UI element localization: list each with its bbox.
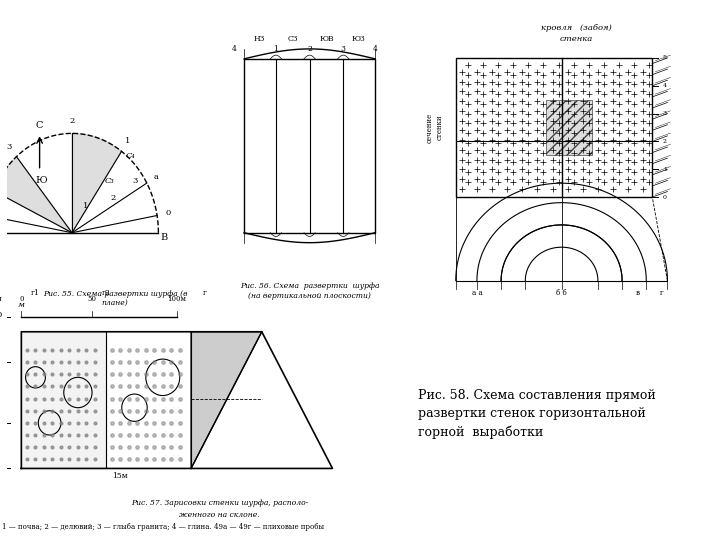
Text: женного на склоне.: женного на склоне. bbox=[179, 511, 260, 519]
Text: в: в bbox=[635, 288, 639, 296]
Text: 1: 1 bbox=[125, 137, 130, 145]
Text: 0: 0 bbox=[19, 295, 24, 303]
Text: ЮЗ: ЮЗ bbox=[351, 36, 365, 44]
Text: a: a bbox=[154, 173, 158, 181]
Text: б б: б б bbox=[557, 288, 567, 296]
Text: 50: 50 bbox=[88, 295, 96, 303]
Text: 1: 1 bbox=[663, 167, 667, 172]
Text: 5: 5 bbox=[663, 56, 667, 60]
Bar bbox=[546, 100, 592, 156]
Text: г: г bbox=[660, 288, 663, 296]
Text: Рис. 57. Зарисовки стенки шурфа, располо-: Рис. 57. Зарисовки стенки шурфа, располо… bbox=[130, 499, 308, 507]
Text: кровля   (забоя): кровля (забоя) bbox=[541, 24, 612, 32]
Text: 4: 4 bbox=[373, 45, 377, 53]
Text: C₃: C₃ bbox=[104, 177, 114, 185]
Text: 2: 2 bbox=[663, 139, 667, 144]
Polygon shape bbox=[191, 332, 262, 468]
Text: СЗ: СЗ bbox=[287, 36, 298, 44]
Text: Рис. 58. Схема составления прямой
развертки стенок горизонтальной
горной  вырабо: Рис. 58. Схема составления прямой развер… bbox=[418, 389, 655, 438]
Text: г: г bbox=[203, 289, 207, 298]
Text: г2: г2 bbox=[102, 289, 111, 298]
Text: 2: 2 bbox=[307, 45, 312, 53]
Text: 4: 4 bbox=[233, 45, 237, 53]
Text: г1: г1 bbox=[31, 289, 40, 298]
Text: 3: 3 bbox=[6, 143, 12, 151]
Text: C₄: C₄ bbox=[126, 152, 136, 160]
Polygon shape bbox=[72, 133, 122, 233]
Text: 1: 1 bbox=[83, 202, 88, 210]
Polygon shape bbox=[0, 157, 72, 233]
Text: 3: 3 bbox=[663, 111, 667, 116]
Text: сечение
стенки: сечение стенки bbox=[426, 112, 444, 143]
Text: 0: 0 bbox=[0, 310, 1, 319]
Text: ЮВ: ЮВ bbox=[319, 36, 334, 44]
Text: 4: 4 bbox=[663, 83, 667, 88]
Polygon shape bbox=[22, 332, 107, 468]
Text: Рис. 56. Схема  развертки  шурфа
(на вертикальной плоскости): Рис. 56. Схема развертки шурфа (на верти… bbox=[240, 282, 379, 300]
Text: C: C bbox=[35, 122, 42, 131]
Text: 3: 3 bbox=[132, 177, 138, 185]
Text: Рис. 55. Схема развертки шурфа (в
плане): Рис. 55. Схема развертки шурфа (в плане) bbox=[43, 290, 187, 307]
Text: 0: 0 bbox=[663, 194, 667, 200]
Text: НЗ: НЗ bbox=[253, 36, 265, 44]
Text: Ю: Ю bbox=[35, 176, 47, 185]
Text: 0: 0 bbox=[165, 210, 171, 217]
Text: м: м bbox=[18, 301, 25, 309]
Text: стенка: стенка bbox=[560, 35, 593, 43]
Text: 1 — почва; 2 — делювий; 3 — глыба гранита; 4 — глина. 49а — 49г — плиховые пробы: 1 — почва; 2 — делювий; 3 — глыба гранит… bbox=[1, 523, 324, 531]
Text: 100м: 100м bbox=[168, 295, 186, 303]
Text: 2: 2 bbox=[69, 117, 75, 125]
Text: 15м: 15м bbox=[112, 471, 128, 480]
Text: B: B bbox=[161, 233, 168, 242]
Text: 2: 2 bbox=[111, 194, 116, 202]
Text: 3: 3 bbox=[341, 45, 346, 53]
Text: м: м bbox=[0, 295, 2, 303]
Text: 1: 1 bbox=[274, 45, 279, 53]
Text: a a: a a bbox=[472, 288, 482, 296]
Bar bbox=[456, 58, 652, 197]
